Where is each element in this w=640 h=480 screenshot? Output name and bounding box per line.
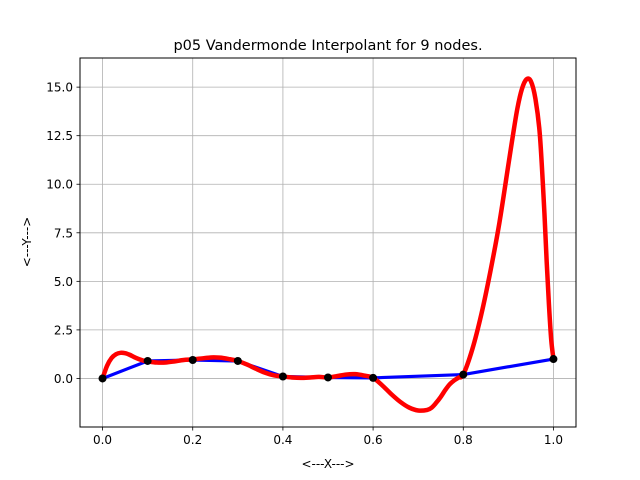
chart-title: p05 Vandermonde Interpolant for 9 nodes. xyxy=(173,38,482,54)
y-tick-label: 15.0 xyxy=(46,81,73,95)
y-tick-label: 2.5 xyxy=(54,323,73,337)
plot-frame xyxy=(79,57,577,428)
x-tick-label: 0.8 xyxy=(454,433,473,447)
grid xyxy=(80,58,576,427)
node-marker xyxy=(324,373,332,382)
node-marker xyxy=(278,372,287,381)
node-marker xyxy=(233,356,242,365)
y-axis-label: <---Y---> xyxy=(20,217,34,268)
ticks: 0.0 0.2 0.4 0.6 0.8 1.0 0.0 2.5 5.0 7.5 10.0 12.5 15… xyxy=(46,81,563,447)
y-tick-label: 7.5 xyxy=(54,226,73,240)
node-marker xyxy=(369,373,378,382)
node-marker xyxy=(459,370,468,379)
node-marker xyxy=(143,356,152,365)
y-tick-label: 0.0 xyxy=(54,372,73,386)
y-tick-label: 5.0 xyxy=(54,275,73,289)
x-tick-label: 1.0 xyxy=(544,433,563,447)
y-tick-label: 10.0 xyxy=(46,178,73,192)
x-tick-label: 0.4 xyxy=(273,433,292,447)
node-marker xyxy=(549,355,558,364)
x-tick-label: 0.2 xyxy=(183,433,202,447)
x-axis-label: <---X---> xyxy=(301,457,354,471)
nodes xyxy=(98,355,558,383)
y-tick-label: 12.5 xyxy=(46,129,73,143)
interpolant-curve xyxy=(100,76,556,413)
x-tick-label: 0.6 xyxy=(364,433,383,447)
node-marker xyxy=(188,355,197,364)
node-marker xyxy=(98,374,107,383)
x-tick-label: 0.0 xyxy=(93,433,112,447)
